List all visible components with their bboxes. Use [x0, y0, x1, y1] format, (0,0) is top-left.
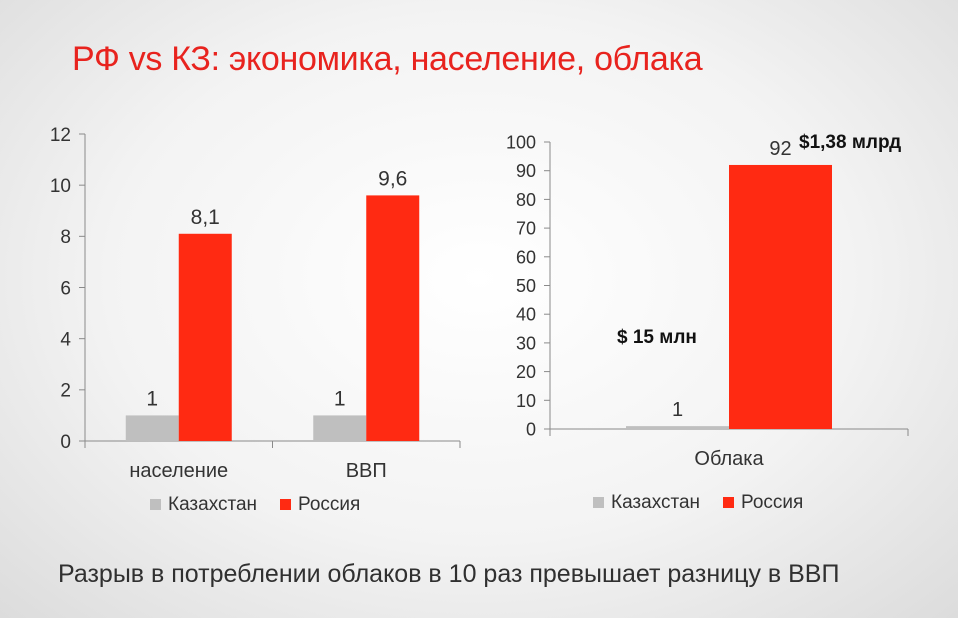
data-label: 1: [334, 387, 346, 410]
category-label: ВВП: [346, 460, 387, 482]
y-tick-label: 80: [516, 190, 536, 210]
data-label: 92: [769, 138, 791, 160]
bar-kazakhstan-0: [626, 426, 729, 429]
y-tick-label: 4: [60, 330, 71, 351]
y-tick-label: 40: [516, 305, 536, 325]
y-tick-label: 90: [516, 161, 536, 181]
bar-russia-1: [366, 195, 420, 441]
y-tick-label: 0: [526, 419, 536, 439]
y-tick-label: 12: [50, 125, 71, 146]
y-tick-label: 30: [516, 333, 536, 353]
annotation-label: $1,38 млрд: [799, 132, 901, 153]
legend-label-0: Казахстан: [611, 492, 700, 513]
legend-swatch-1: [280, 499, 291, 510]
y-tick-label: 70: [516, 219, 536, 239]
y-tick-label: 10: [516, 391, 536, 411]
legend-label-0: Казахстан: [168, 494, 257, 515]
y-tick-label: 6: [60, 278, 71, 299]
data-label: 1: [146, 387, 158, 410]
slide-footer: Разрыв в потреблении облаков в 10 раз пр…: [58, 560, 840, 588]
legend-swatch-0: [150, 499, 161, 510]
bar-russia-0: [729, 164, 832, 429]
annotation-label: $ 15 млн: [617, 327, 697, 348]
bar-kazakhstan-1: [313, 415, 367, 441]
y-tick-label: 0: [60, 432, 71, 453]
legend-label-1: Россия: [741, 492, 803, 513]
legend-swatch-1: [723, 497, 734, 508]
data-label: 1: [672, 399, 683, 421]
category-label: население: [129, 460, 228, 482]
legend-swatch-0: [593, 497, 604, 508]
data-label: 8,1: [191, 206, 220, 229]
y-tick-label: 50: [516, 276, 536, 296]
data-label: 9,6: [378, 167, 407, 190]
y-tick-label: 60: [516, 247, 536, 267]
y-tick-label: 2: [60, 381, 71, 402]
y-tick-label: 10: [50, 176, 71, 197]
y-tick-label: 20: [516, 362, 536, 382]
slide-title: РФ vs КЗ: экономика, население, облака: [72, 40, 703, 78]
bar-kazakhstan-0: [125, 415, 179, 441]
bar-russia-0: [178, 233, 232, 441]
category-label: Облака: [694, 448, 764, 470]
y-tick-label: 8: [60, 227, 71, 248]
y-tick-label: 100: [506, 132, 536, 152]
legend-label-1: Россия: [298, 494, 360, 515]
